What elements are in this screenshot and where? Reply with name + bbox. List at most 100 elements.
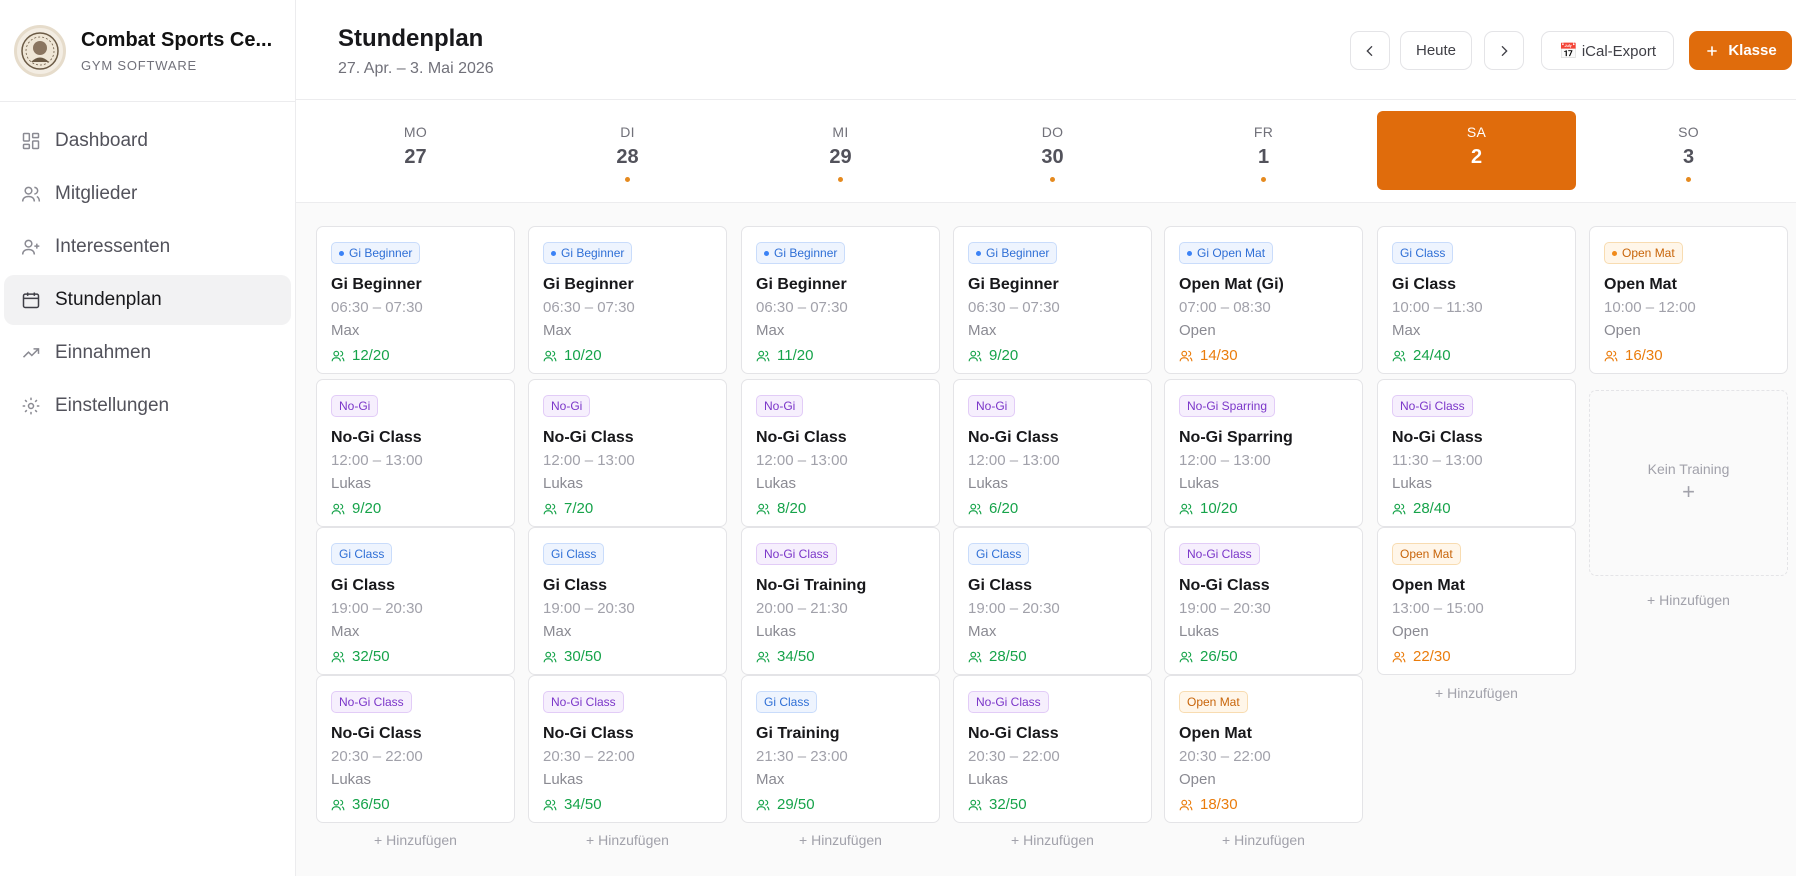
class-tag: No-Gi Class	[1179, 543, 1260, 565]
day-header-mi[interactable]: MI 29	[741, 111, 940, 190]
class-tag: No-Gi Class	[331, 691, 412, 713]
class-card[interactable]: No-Gi Sparring No-Gi Sparring 12:00 – 13:0…	[1164, 379, 1363, 527]
users-icon	[1392, 350, 1406, 361]
page-title: Stundenplan	[338, 25, 484, 52]
class-capacity: 9/20	[331, 500, 381, 517]
add-class-link[interactable]: + Hinzufügen	[586, 832, 669, 848]
capacity-value: 8/20	[777, 500, 807, 517]
class-trainer: Lukas	[1392, 475, 1433, 492]
class-title: Gi Training	[756, 725, 840, 742]
class-card[interactable]: No-Gi No-Gi Class 12:00 – 13:00 Lukas 9/20	[316, 379, 515, 527]
sidebar-item-label: Dashboard	[55, 130, 148, 151]
class-card[interactable]: Gi Beginner Gi Beginner 06:30 – 07:30 Max 10…	[528, 226, 727, 374]
class-card[interactable]: No-Gi Class No-Gi Class 11:30 – 13:00 Lukas…	[1377, 379, 1576, 527]
class-trainer: Open	[1604, 322, 1641, 339]
class-card[interactable]: No-Gi No-Gi Class 12:00 – 13:00 Lukas 8/20	[741, 379, 940, 527]
class-capacity: 12/20	[331, 347, 390, 364]
add-class-link[interactable]: + Hinzufügen	[1222, 832, 1305, 848]
day-number: 3	[1682, 146, 1695, 168]
class-capacity: 7/20	[543, 500, 593, 517]
class-card[interactable]: Gi Class Gi Class 19:00 – 20:30 Max 30/50	[528, 527, 727, 675]
class-card[interactable]: No-Gi Class No-Gi Class 19:00 – 20:30 Lukas…	[1164, 527, 1363, 675]
add-class-link[interactable]: + Hinzufügen	[1435, 685, 1518, 701]
sidebar-item-mitglieder[interactable]: Mitglieder	[4, 169, 291, 219]
class-trainer: Max	[543, 623, 572, 640]
day-header-di[interactable]: DI 28	[528, 111, 727, 190]
users-icon	[968, 350, 982, 361]
next-week-button[interactable]	[1484, 31, 1524, 70]
class-capacity: 26/50	[1179, 648, 1238, 665]
add-class-link[interactable]: + Hinzufügen	[1011, 832, 1094, 848]
class-card[interactable]: No-Gi Class No-Gi Training 20:00 – 21:30 Lu…	[741, 527, 940, 675]
sidebar-item-interessenten[interactable]: Interessenten	[4, 222, 291, 272]
class-card[interactable]: Open Mat Open Mat 20:30 – 22:00 Open 18/30	[1164, 675, 1363, 823]
sidebar-item-dashboard[interactable]: Dashboard	[4, 116, 291, 166]
users-icon	[968, 799, 982, 810]
class-card[interactable]: Gi Class Gi Class 10:00 – 11:30 Max 24/40	[1377, 226, 1576, 374]
day-header-do[interactable]: DO 30	[953, 111, 1152, 190]
sidebar-item-einstellungen[interactable]: Einstellungen	[4, 381, 291, 431]
sidebar-nav: Dashboard Mitglieder Interessenten Stund…	[0, 102, 295, 431]
class-tag-label: No-Gi	[339, 399, 371, 413]
class-trainer: Max	[756, 322, 785, 339]
class-trainer: Max	[331, 623, 360, 640]
class-card[interactable]: Gi Class Gi Class 19:00 – 20:30 Max 32/50	[316, 527, 515, 675]
class-card[interactable]: Gi Beginner Gi Beginner 06:30 – 07:30 Max 12…	[316, 226, 515, 374]
class-time: 06:30 – 07:30	[756, 299, 848, 316]
add-class-link[interactable]: + Hinzufügen	[799, 832, 882, 848]
class-trainer: Lukas	[756, 623, 797, 640]
sidebar-item-stundenplan[interactable]: Stundenplan	[4, 275, 291, 325]
class-time: 12:00 – 13:00	[1179, 452, 1271, 469]
class-card[interactable]: Gi Open Mat Open Mat (Gi) 07:00 – 08:30 Ope…	[1164, 226, 1363, 374]
class-card[interactable]: Gi Beginner Gi Beginner 06:30 – 07:30 Max 11…	[741, 226, 940, 374]
class-card[interactable]: No-Gi Class No-Gi Class 20:30 – 22:00 Lukas…	[316, 675, 515, 823]
class-card[interactable]: Open Mat Open Mat 10:00 – 12:00 Open 16/30	[1589, 226, 1788, 374]
day-header-sa[interactable]: SA 2	[1377, 111, 1576, 190]
users-icon	[331, 350, 345, 361]
day-header-mo[interactable]: MO 27	[316, 111, 515, 190]
add-class-link[interactable]: + Hinzufügen	[374, 832, 457, 848]
day-header-fr[interactable]: FR 1	[1164, 111, 1363, 190]
day-name: SO	[1678, 124, 1699, 140]
class-title: No-Gi Class	[543, 429, 634, 446]
class-capacity: 22/30	[1392, 648, 1451, 665]
class-title: No-Gi Class	[968, 725, 1059, 742]
class-tag-label: Open Mat	[1400, 547, 1453, 561]
class-card[interactable]: No-Gi Class No-Gi Class 20:30 – 22:00 Lukas…	[953, 675, 1152, 823]
class-time: 10:00 – 11:30	[1392, 299, 1483, 316]
class-tag: No-Gi	[543, 395, 591, 417]
brand-header: Combat Sports Ce... GYM SOFTWARE	[0, 0, 295, 102]
prev-week-button[interactable]	[1350, 31, 1390, 70]
class-card[interactable]: Gi Class Gi Class 19:00 – 20:30 Max 28/50	[953, 527, 1152, 675]
empty-text: Kein Training	[1647, 461, 1730, 477]
add-class-link[interactable]: + Hinzufügen	[1647, 592, 1730, 608]
users-icon	[1604, 350, 1618, 361]
class-card[interactable]: No-Gi No-Gi Class 12:00 – 13:00 Lukas 6/20	[953, 379, 1152, 527]
class-title: Gi Beginner	[543, 276, 634, 293]
day-name: MI	[832, 124, 849, 140]
class-capacity: 11/20	[756, 347, 813, 364]
today-button[interactable]: Heute	[1400, 31, 1472, 70]
class-card[interactable]: No-Gi Class No-Gi Class 20:30 – 22:00 Lukas…	[528, 675, 727, 823]
class-time: 19:00 – 20:30	[968, 600, 1060, 617]
class-tag-label: Gi Class	[764, 695, 810, 709]
sidebar-item-einnahmen[interactable]: Einnahmen	[4, 328, 291, 378]
capacity-value: 11/20	[777, 347, 814, 364]
class-capacity: 28/50	[968, 648, 1027, 665]
class-card[interactable]: Gi Beginner Gi Beginner 06:30 – 07:30 Max 9/…	[953, 226, 1152, 374]
users-icon	[756, 651, 770, 662]
class-title: Open Mat	[1392, 577, 1465, 594]
day-header-so[interactable]: SO 3	[1589, 111, 1788, 190]
class-card[interactable]: Open Mat Open Mat 13:00 – 15:00 Open 22/30	[1377, 527, 1576, 675]
ical-export-button[interactable]: 📅 iCal-Export	[1541, 31, 1674, 70]
class-tag-label: No-Gi Class	[1400, 399, 1465, 413]
tag-dot	[976, 250, 981, 256]
sidebar: Combat Sports Ce... GYM SOFTWARE Dashboa…	[0, 0, 296, 876]
class-trainer: Max	[756, 771, 785, 788]
class-tag: Gi Class	[1392, 242, 1454, 264]
class-card[interactable]: No-Gi No-Gi Class 12:00 – 13:00 Lukas 7/20	[528, 379, 727, 527]
class-card[interactable]: Gi Class Gi Training 21:30 – 23:00 Max 29/50	[741, 675, 940, 823]
empty-slot[interactable]: Kein Training +	[1589, 390, 1788, 576]
add-class-button[interactable]: Klasse	[1689, 31, 1792, 70]
plus-icon	[1707, 45, 1717, 56]
